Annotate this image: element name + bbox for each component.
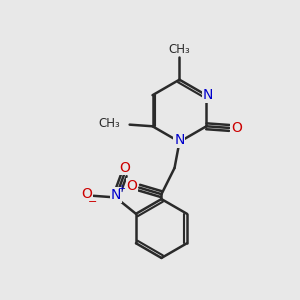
Text: N: N xyxy=(174,133,184,147)
Text: O: O xyxy=(231,121,242,135)
Text: O: O xyxy=(127,179,137,193)
Text: +: + xyxy=(117,184,125,194)
Text: O: O xyxy=(119,161,130,175)
Text: −: − xyxy=(88,197,98,207)
Text: N: N xyxy=(110,188,121,202)
Text: N: N xyxy=(203,88,213,102)
Text: CH₃: CH₃ xyxy=(169,43,190,56)
Text: CH₃: CH₃ xyxy=(99,116,121,130)
Text: O: O xyxy=(81,188,92,202)
